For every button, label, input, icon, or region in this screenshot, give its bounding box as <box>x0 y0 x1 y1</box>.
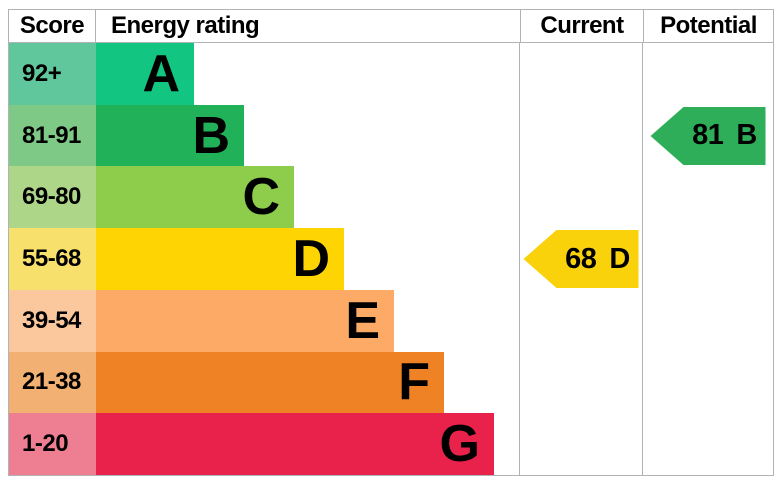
rating-bar-d: D <box>96 228 344 290</box>
current-rating-arrow: 68 D <box>523 230 639 288</box>
band-row-f: 21-38 F <box>9 351 519 414</box>
current-score: 68 <box>565 242 597 275</box>
rating-bar-b: B <box>96 104 244 167</box>
score-cell: 21-38 <box>9 351 96 414</box>
rating-bar-f: F <box>96 351 444 414</box>
score-cell: 55-68 <box>9 228 96 290</box>
band-row-e: 39-54 E <box>9 289 519 352</box>
potential-band-letter: B <box>736 119 757 152</box>
epc-rating-chart: Score Energy rating Current Potential 92… <box>8 9 774 476</box>
rating-bar-c: C <box>96 166 294 229</box>
score-cell: 92+ <box>9 43 96 105</box>
band-row-a: 92+ A <box>9 43 519 105</box>
score-cell: 69-80 <box>9 166 96 229</box>
arrow-left-tip <box>523 230 557 288</box>
score-cell: 39-54 <box>9 289 96 352</box>
current-band-letter: D <box>609 242 630 275</box>
header-current: Current <box>520 10 643 42</box>
band-row-g: 1-20 G <box>9 413 519 476</box>
header-score: Score <box>9 10 96 42</box>
potential-score: 81 <box>692 119 724 152</box>
rating-bar-e: E <box>96 289 394 352</box>
arrow-left-tip <box>650 106 684 165</box>
potential-rating-value: 81 B <box>683 106 766 165</box>
score-cell: 81-91 <box>9 104 96 167</box>
header-row: Score Energy rating Current Potential <box>9 10 773 43</box>
current-column: 68 D <box>519 43 642 475</box>
band-row-d: 55-68 D <box>9 228 519 290</box>
potential-rating-arrow: 81 B <box>650 106 766 165</box>
rating-bands: 92+ A 81-91 B 69-80 C 55-68 D 39-54 E 21-38 F 1-20 G <box>9 43 519 476</box>
current-rating-value: 68 D <box>556 230 639 288</box>
chart-body: 92+ A 81-91 B 69-80 C 55-68 D 39-54 E 21-38 F 1-20 G … <box>9 43 773 476</box>
band-row-b: 81-91 B <box>9 104 519 167</box>
rating-bar-a: A <box>96 43 194 105</box>
rating-bar-g: G <box>96 413 494 476</box>
band-row-c: 69-80 C <box>9 166 519 229</box>
header-energy-rating: Energy rating <box>111 12 260 39</box>
score-cell: 1-20 <box>9 413 96 476</box>
header-potential: Potential <box>643 10 773 42</box>
potential-column: 81 B <box>642 43 773 475</box>
